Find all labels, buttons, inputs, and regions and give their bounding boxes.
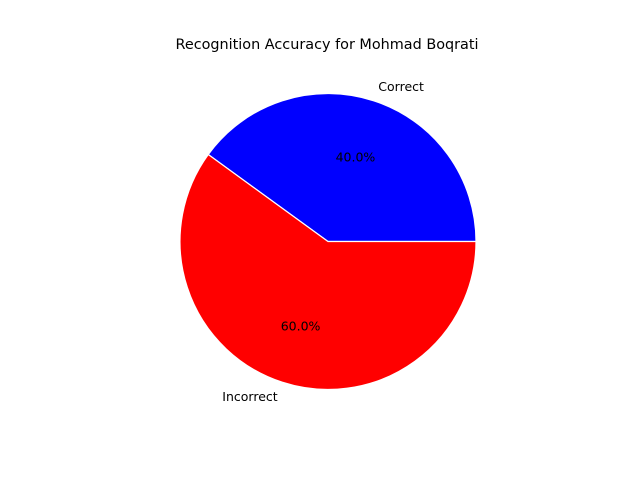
pie-labels: Correct 40.0% Incorrect 60.0%: [222, 79, 424, 404]
pie-slice-incorrect: [179, 153, 477, 391]
slice-label-incorrect: Incorrect: [222, 389, 277, 404]
percent-label-incorrect: 60.0%: [281, 318, 321, 333]
pie-slices: [179, 92, 477, 391]
pie-slice-correct: [207, 92, 477, 243]
slice-label-correct: Correct: [378, 79, 424, 94]
percent-label-correct: 40.0%: [336, 150, 376, 165]
chart-title: Recognition Accuracy for Mohmad Boqrati: [175, 37, 478, 53]
